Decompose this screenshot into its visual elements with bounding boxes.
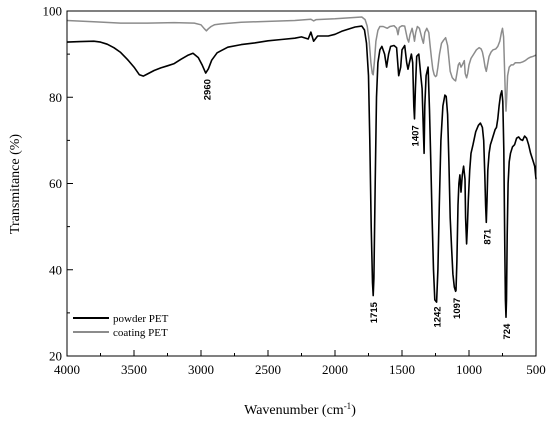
- x-axis-label: Wavenumber (cm-1): [244, 401, 356, 418]
- x-tick-label: 2500: [255, 362, 281, 377]
- axis-ticks: 4000 3500 3000 2500 2000 1500 1000 500 20 40 60 80 1…: [43, 4, 546, 378]
- x-tick-label: 2000: [322, 362, 348, 377]
- legend: powder PET coating PET: [73, 313, 169, 339]
- series-line-coating-pet: [66, 16, 537, 112]
- x-axis-label-superscript: -1: [344, 401, 352, 411]
- peak-label-1097: 1097: [452, 298, 463, 319]
- peak-label-1242: 1242: [433, 306, 444, 327]
- peak-label-724: 724: [502, 323, 513, 340]
- y-tick-label: 60: [49, 176, 62, 191]
- x-tick-label: 500: [526, 362, 546, 377]
- peak-label-2960: 2960: [202, 79, 213, 100]
- x-tick-label: 3000: [188, 362, 214, 377]
- series-line-powder-pet: [66, 25, 537, 319]
- peak-label-1715: 1715: [369, 301, 380, 323]
- y-axis-label: Transmitance (%): [8, 134, 23, 235]
- y-tick-label: 20: [49, 349, 62, 364]
- x-tick-label: 4000: [54, 362, 80, 377]
- y-tick-label: 80: [49, 90, 62, 105]
- y-tick-label: 40: [49, 262, 62, 277]
- peak-label-871: 871: [482, 228, 493, 245]
- peak-annotations: 2960 1715 1407 1242 1097 871 724: [202, 79, 513, 339]
- legend-label-coating-pet: coating PET: [113, 327, 168, 339]
- y-tick-label: 100: [43, 4, 63, 19]
- x-tick-label: 3500: [121, 362, 147, 377]
- series-layer: [66, 16, 537, 319]
- legend-label-powder-pet: powder PET: [113, 313, 169, 325]
- peak-label-1407: 1407: [411, 125, 422, 146]
- x-tick-label: 1000: [456, 362, 482, 377]
- x-tick-label: 1500: [389, 362, 415, 377]
